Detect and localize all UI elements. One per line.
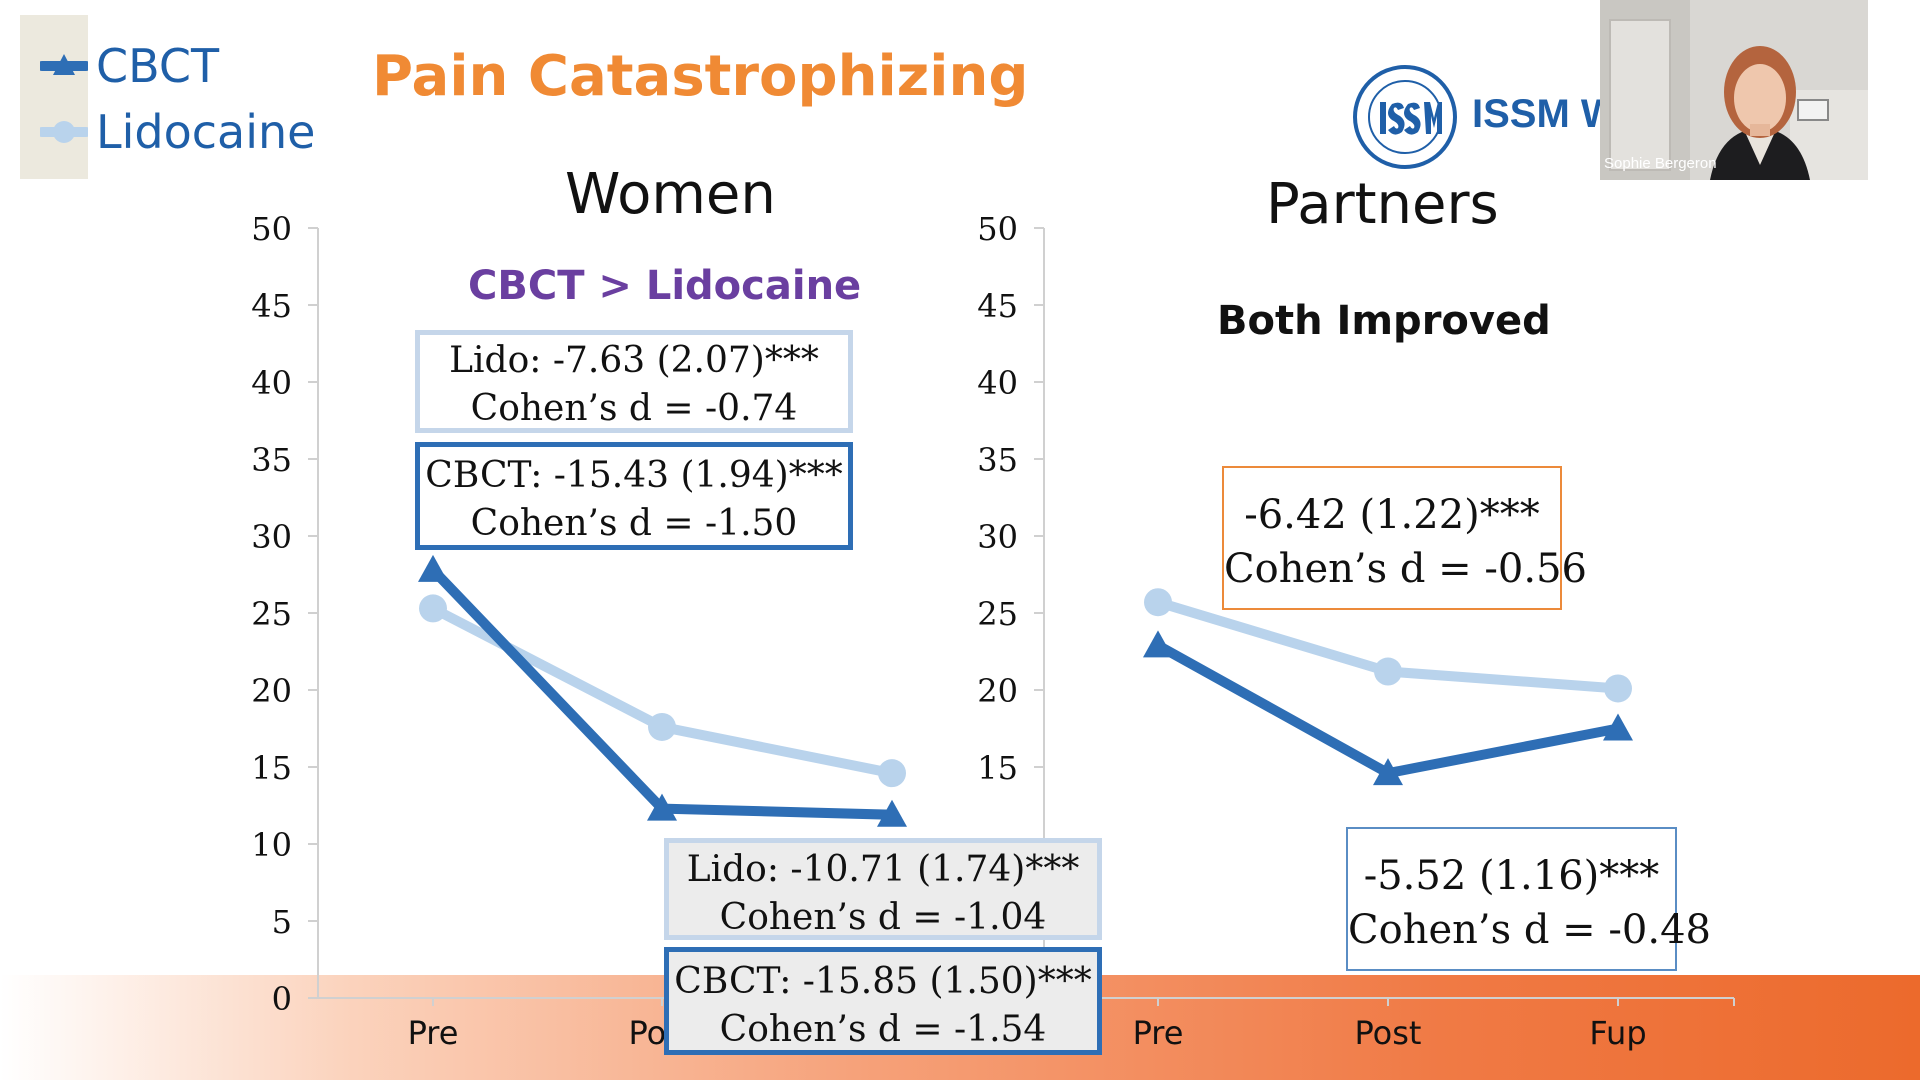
partners-cbct-point	[1143, 630, 1173, 658]
partners-y-tick-label: 15	[977, 749, 1018, 787]
women-lidocaine-line	[430, 603, 893, 779]
partners-panel-title: Partners	[1266, 172, 1499, 237]
women-lido-post-effect-size: Cohen’s d = -0.74	[470, 388, 798, 429]
women-y-tick-label: 0	[272, 980, 292, 1018]
women-cbct-post-stat-box: CBCT: -15.43 (1.94)*** Cohen’s d = -1.50	[415, 442, 853, 550]
women-cbct-point	[647, 793, 677, 821]
partners-fup-change: -5.52 (1.16)***	[1363, 853, 1660, 899]
women-lidocaine-point	[419, 594, 447, 623]
women-panel-title: Women	[565, 162, 776, 227]
webcam-video-icon	[1600, 0, 1868, 180]
women-lido-post-change: Lido: -7.63 (2.07)***	[449, 340, 819, 381]
women-lido-fup-change: Lido: -10.71 (1.74)***	[686, 849, 1080, 890]
partners-post-change: -6.42 (1.22)***	[1244, 492, 1540, 538]
partners-cbct-point	[1373, 758, 1403, 786]
women-y-tick-label: 20	[251, 672, 292, 710]
women-lido-fup-effect-size: Cohen’s d = -1.04	[719, 897, 1047, 938]
partners-x-label-fup: Fup	[1589, 1014, 1646, 1052]
partners-y-tick-label: 20	[977, 672, 1018, 710]
partners-y-tick-label: 25	[977, 595, 1018, 633]
legend-cbct-marker-icon	[40, 54, 88, 75]
partners-y-tick-label: 45	[977, 287, 1018, 325]
legend-lidocaine-marker-icon	[40, 121, 88, 143]
partners-post-stat-box: -6.42 (1.22)*** Cohen’s d = -0.56	[1222, 466, 1587, 610]
women-y-tick-label: 40	[251, 364, 292, 402]
partners-fup-effect-size: Cohen’s d = -0.48	[1348, 907, 1711, 953]
partners-lidocaine-point	[1374, 657, 1402, 686]
women-y-tick-label: 50	[251, 210, 292, 248]
partners-y-tick-label: 50	[977, 210, 1018, 248]
issm-logo-text: ISSM W	[1472, 92, 1619, 136]
women-y-tick-label: 10	[251, 826, 292, 864]
women-cbct-fup-change: CBCT: -15.85 (1.50)***	[674, 961, 1092, 1002]
women-comparison-annotation: CBCT > Lidocaine	[468, 263, 862, 309]
women-y-tick-label: 5	[272, 903, 292, 941]
women-cbct-post-change: CBCT: -15.43 (1.94)***	[425, 455, 843, 496]
webcam-feed: Sophie Bergeron	[1600, 0, 1868, 180]
women-lidocaine-point	[648, 712, 676, 741]
partners-y-tick-label: 30	[977, 518, 1018, 556]
partners-y-tick-label: 35	[977, 441, 1018, 479]
legend-label-cbct: CBCT	[96, 39, 220, 93]
legend-label-lidocaine: Lidocaine	[96, 105, 316, 159]
women-y-tick-label: 45	[251, 287, 292, 325]
partners-x-label-post: Post	[1355, 1014, 1422, 1052]
partners-x-label-pre: Pre	[1133, 1014, 1184, 1052]
women-cbct-line	[429, 566, 893, 820]
legend-background	[20, 15, 88, 179]
women-cbct-fup-stat-box: CBCT: -15.85 (1.50)*** Cohen’s d = -1.54	[664, 947, 1102, 1055]
women-lido-fup-stat-box: Lido: -10.71 (1.74)*** Cohen’s d = -1.04	[664, 838, 1102, 940]
women-cbct-post-effect-size: Cohen’s d = -1.50	[470, 503, 798, 544]
women-y-tick-label: 25	[251, 595, 292, 633]
women-lidocaine-point	[878, 759, 906, 788]
women-cbct-point	[418, 554, 448, 582]
webcam-participant-name: Sophie Bergeron	[1604, 155, 1717, 172]
women-cbct-point	[877, 799, 907, 827]
partners-post-effect-size: Cohen’s d = -0.56	[1224, 546, 1587, 592]
partners-cbct-point	[1603, 713, 1633, 741]
issm-seal-icon	[1353, 65, 1457, 169]
women-y-tick-label: 15	[251, 749, 292, 787]
legend-item-cbct: CBCT	[40, 36, 219, 96]
women-x-label-pre: Pre	[408, 1014, 459, 1052]
women-y-tick-label: 35	[251, 441, 292, 479]
partners-fup-stat-box: -5.52 (1.16)*** Cohen’s d = -0.48	[1346, 827, 1711, 971]
partners-lidocaine-point	[1144, 588, 1172, 617]
women-lido-post-stat-box: Lido: -7.63 (2.07)*** Cohen’s d = -0.74	[415, 330, 853, 433]
women-y-tick-label: 30	[251, 518, 292, 556]
legend-item-lidocaine: Lidocaine	[40, 102, 315, 162]
partners-y-tick-label: 40	[977, 364, 1018, 402]
women-cbct-fup-effect-size: Cohen’s d = -1.54	[719, 1009, 1047, 1050]
slide-title: Pain Catastrophizing	[372, 44, 1029, 109]
partners-lidocaine-point	[1604, 674, 1632, 703]
partners-comparison-annotation: Both Improved	[1217, 298, 1551, 344]
